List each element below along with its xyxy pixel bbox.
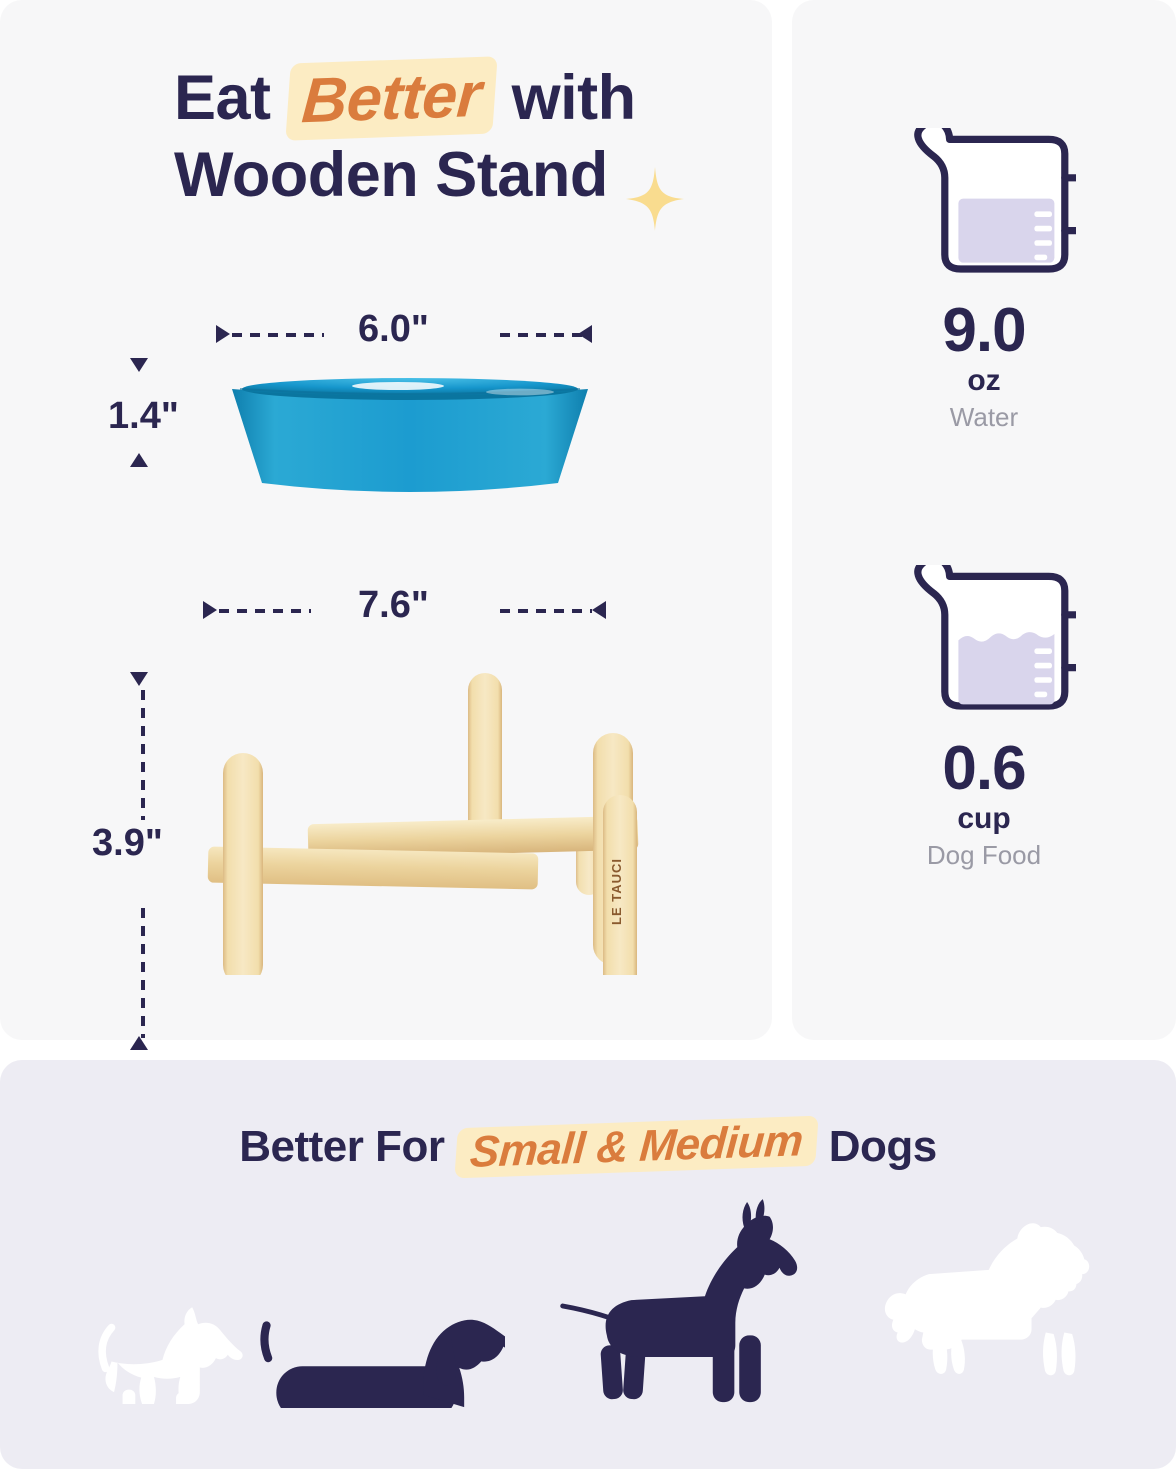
- svg-text:LE TAUCI: LE TAUCI: [609, 858, 624, 925]
